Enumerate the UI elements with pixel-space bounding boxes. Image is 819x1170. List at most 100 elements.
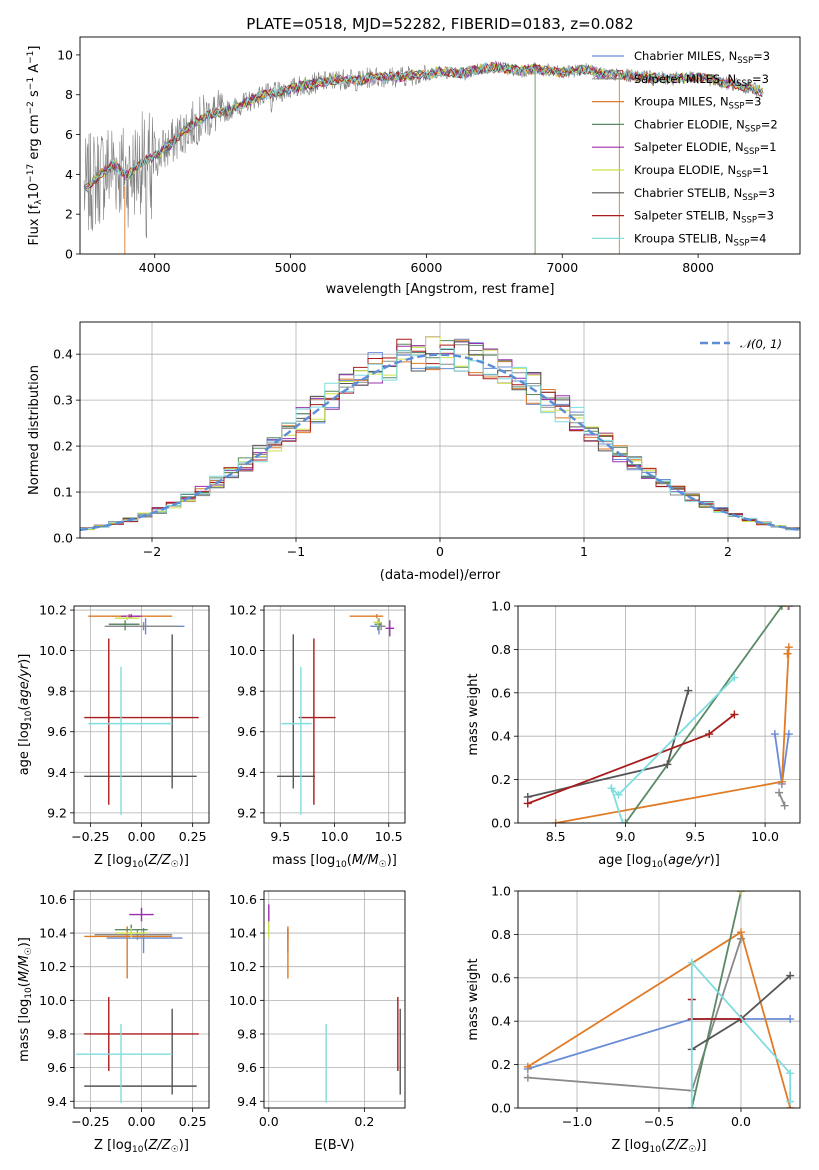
x-tick-label: −1 xyxy=(287,544,305,559)
label-part: Z/Z xyxy=(148,853,172,868)
axes-frame xyxy=(79,36,801,255)
y-tick-label: 2 xyxy=(65,207,73,222)
y-tick-label: 9.6 xyxy=(47,724,67,739)
weight-marker xyxy=(687,1104,696,1108)
x-tick-label: 0.2 xyxy=(354,1114,374,1129)
weight-marker xyxy=(684,686,693,695)
label-part: 10 xyxy=(24,710,34,722)
weight-line xyxy=(527,938,742,1092)
y-tick-label: 0.8 xyxy=(491,927,511,942)
y-tick-label: 10 xyxy=(57,47,73,62)
axes-frame xyxy=(263,605,406,824)
residuals-panel: −2 −1 0 1 2 0.0 0.1 0.2 0.3 0.4 (data-model)/error… xyxy=(27,321,801,583)
label-part: Flux [f xyxy=(27,204,42,245)
legend-label: Salpeter MILES, NSSP=3 xyxy=(634,72,769,89)
model-fit-line xyxy=(85,61,762,189)
mass-vs-ebv-panel: 0.0 0.2 9.4 9.6 9.8 10.0 10.2 10.4 10.6 E(B-V) xyxy=(229,890,406,1153)
y-tick-label: 9.6 xyxy=(237,724,257,739)
label-part: 10 xyxy=(649,1145,661,1155)
axis-label: E(B-V) xyxy=(314,1138,354,1153)
axis-label: Z [log10(Z/Z☉)] xyxy=(612,1138,707,1155)
weight-marker xyxy=(783,649,792,658)
y-axis-label: mass weight xyxy=(466,958,481,1040)
y-tick-label: 0.2 xyxy=(491,772,511,787)
legend-text: Chabrier STELIB, N xyxy=(634,186,742,200)
y-tick-label: 9.4 xyxy=(237,765,257,780)
x-tick-label: 8000 xyxy=(682,260,714,275)
weight-marker xyxy=(621,819,630,823)
y-tick-label: 0.4 xyxy=(491,1014,511,1029)
y-tick-label: 1.0 xyxy=(491,884,511,899)
legend-count: =3 xyxy=(757,209,774,223)
label-part: Z [log xyxy=(94,1138,132,1153)
y-tick-label: 0.4 xyxy=(53,347,73,362)
legend-count: =3 xyxy=(744,95,761,109)
y-tick-label: 0.6 xyxy=(491,685,511,700)
y-tick-label: 10.2 xyxy=(39,603,67,618)
weight-marker xyxy=(705,730,714,739)
label-part: 10 xyxy=(132,1145,144,1155)
y-tick-label: 0.3 xyxy=(53,393,73,408)
label-part: )] xyxy=(710,853,720,868)
label-part: A xyxy=(27,64,42,77)
label-part: E(B-V) xyxy=(314,1138,354,1153)
weight-marker xyxy=(786,1015,795,1024)
x-tick-label: −1.0 xyxy=(562,1114,592,1129)
legend-text: Kroupa MILES, N xyxy=(634,95,729,109)
label-part: ( xyxy=(17,706,32,711)
y-tick-label: 0.1 xyxy=(53,485,73,500)
axis-label: mass [log10(M/M☉)] xyxy=(272,853,397,870)
weight-marker xyxy=(663,760,672,769)
weight-marker xyxy=(770,730,779,739)
weight-vs-age-panel: 8.5 9.0 9.5 10.0 0.0 0.2 0.4 0.6 0.8 1.0 age [log1… xyxy=(466,599,801,870)
weight-marker xyxy=(687,958,696,967)
label-part: −17 xyxy=(26,164,36,183)
legend-count: =1 xyxy=(752,163,769,177)
weight-marker xyxy=(523,1062,532,1071)
weight-marker xyxy=(736,928,745,937)
x-tick-label: 4000 xyxy=(139,260,171,275)
legend-text: Salpeter ELODIE, N xyxy=(634,140,744,154)
label-part: M/M xyxy=(352,853,379,868)
y-tick-label: 9.8 xyxy=(47,684,67,699)
weight-line xyxy=(690,891,742,1108)
label-part: )] xyxy=(696,1138,706,1153)
weight-marker xyxy=(786,1069,795,1078)
y-tick-label: 9.8 xyxy=(237,1026,257,1041)
legend-label: Kroupa ELODIE, NSSP=1 xyxy=(634,163,769,180)
x-tick-label: 0 xyxy=(436,544,444,559)
x-tick-label: 0.00 xyxy=(128,829,156,844)
errorbar-plot-area xyxy=(277,614,395,815)
weight-marker xyxy=(614,790,623,799)
label-part: ] xyxy=(27,46,42,51)
weight-marker xyxy=(784,606,793,610)
legend-sub: SSP xyxy=(736,79,752,89)
label-part: 10 xyxy=(132,860,144,870)
y-tick-label: 0 xyxy=(65,247,73,262)
y-tick-label: 10.4 xyxy=(39,926,67,941)
weight-marker xyxy=(618,819,627,823)
label-part: ☉ xyxy=(688,1145,696,1155)
x-tick-label: 0.00 xyxy=(128,1114,156,1129)
label-part: Z [log xyxy=(94,853,132,868)
age-vs-mass-panel: 9.5 10.0 10.5 9.2 9.4 9.6 9.8 10.0 10.2 mass [log… xyxy=(229,603,406,870)
errorbar-plot-area xyxy=(268,904,401,1103)
x-tick-label: 9.5 xyxy=(270,829,290,844)
weight-line xyxy=(690,960,792,1108)
y-tick-label: 10.4 xyxy=(229,926,257,941)
legend-sub: SSP xyxy=(734,238,750,248)
label-part: ☉ xyxy=(379,860,387,870)
weight-marker xyxy=(607,784,616,793)
label-part: age/yr xyxy=(17,662,32,705)
y-tick-label: 9.2 xyxy=(237,805,257,820)
figure-title: PLATE=0518, MJD=52282, FIBERID=0183, z=0… xyxy=(246,15,633,33)
y-tick-label: 10.2 xyxy=(229,959,257,974)
label-part: λ xyxy=(34,199,44,205)
weight-marker xyxy=(783,606,792,610)
label-part: s xyxy=(27,90,42,101)
label-part: ( xyxy=(347,853,352,868)
legend-label: 𝒩(0, 1) xyxy=(740,337,782,351)
weight-marker xyxy=(784,643,793,652)
y-tick-label: 0.0 xyxy=(491,1101,511,1116)
